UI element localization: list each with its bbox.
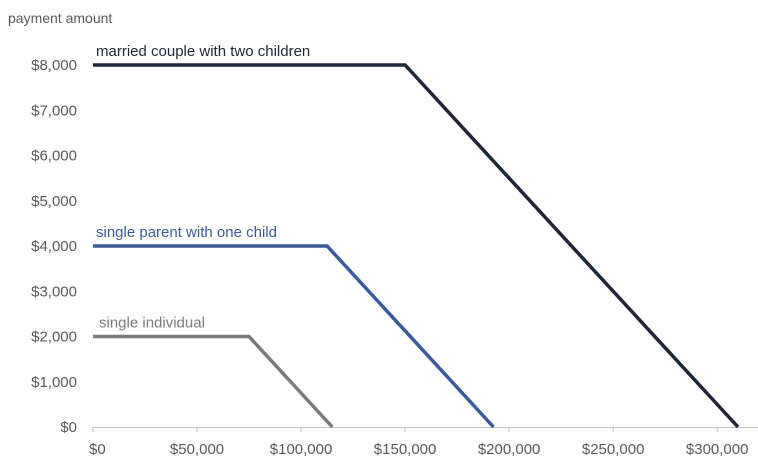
y-tick-label: $2,000 — [31, 329, 77, 346]
y-tick-label: $0 — [60, 419, 77, 436]
x-tick-label: $100,000 — [270, 441, 333, 458]
series-line — [93, 63, 740, 429]
y-tick-label: $6,000 — [31, 148, 77, 165]
series-line — [93, 334, 334, 429]
y-tick-label: $1,000 — [31, 374, 77, 391]
series-lines — [93, 63, 740, 429]
x-tick-marks — [92, 427, 718, 432]
x-tick-label: $250,000 — [582, 441, 645, 458]
series-labels: married couple with two children single p… — [96, 43, 310, 332]
x-tick-label: $50,000 — [170, 441, 224, 458]
y-tick-label: $3,000 — [31, 283, 77, 300]
y-tick-label: $7,000 — [31, 102, 77, 119]
x-tick-label: $150,000 — [374, 441, 437, 458]
series-line — [93, 244, 495, 429]
y-tick-labels: $0 $1,000 $2,000 $3,000 $4,000 $5,000 $6,000 $7… — [31, 57, 77, 436]
x-tick-label: $300,000 — [686, 441, 749, 458]
series-label: single individual — [99, 315, 205, 332]
x-tick-label: $0 — [89, 441, 106, 458]
y-tick-label: $4,000 — [31, 238, 77, 255]
x-tick-labels: $0 $50,000 $100,000 $150,000 $200,000 $250,00… — [89, 441, 748, 458]
y-tick-label: $5,000 — [31, 193, 77, 210]
x-tick-label: $200,000 — [478, 441, 541, 458]
y-axis-label: payment amount — [8, 10, 112, 26]
series-label: married couple with two children — [96, 43, 310, 60]
y-tick-label: $8,000 — [31, 57, 77, 74]
series-label: single parent with one child — [96, 224, 277, 241]
